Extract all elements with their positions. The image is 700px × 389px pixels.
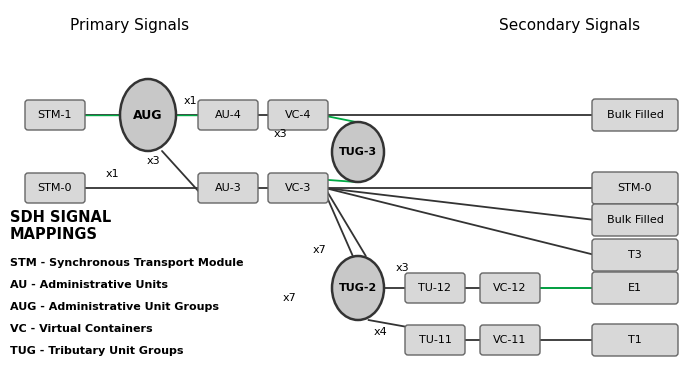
FancyBboxPatch shape <box>592 324 678 356</box>
FancyBboxPatch shape <box>25 100 85 130</box>
Text: VC-3: VC-3 <box>285 183 312 193</box>
FancyBboxPatch shape <box>198 100 258 130</box>
FancyBboxPatch shape <box>405 325 465 355</box>
FancyBboxPatch shape <box>592 239 678 271</box>
FancyBboxPatch shape <box>198 173 258 203</box>
Text: E1: E1 <box>628 283 642 293</box>
FancyBboxPatch shape <box>480 273 540 303</box>
Text: T3: T3 <box>628 250 642 260</box>
Text: Bulk Filled: Bulk Filled <box>607 110 664 120</box>
Ellipse shape <box>332 256 384 320</box>
Text: Primary Signals: Primary Signals <box>71 18 190 33</box>
Text: STM-0: STM-0 <box>617 183 652 193</box>
Text: x7: x7 <box>283 293 297 303</box>
Text: AU-3: AU-3 <box>215 183 242 193</box>
FancyBboxPatch shape <box>592 99 678 131</box>
Text: AUG - Administrative Unit Groups: AUG - Administrative Unit Groups <box>10 302 219 312</box>
Text: x3: x3 <box>395 263 409 273</box>
Text: AU - Administrative Units: AU - Administrative Units <box>10 280 168 290</box>
Text: x7: x7 <box>313 245 327 255</box>
Ellipse shape <box>332 122 384 182</box>
Text: AU-4: AU-4 <box>215 110 242 120</box>
Text: x3: x3 <box>147 156 160 166</box>
FancyBboxPatch shape <box>480 325 540 355</box>
Text: STM-1: STM-1 <box>38 110 72 120</box>
Ellipse shape <box>120 79 176 151</box>
FancyBboxPatch shape <box>268 173 328 203</box>
Text: TUG - Tributary Unit Groups: TUG - Tributary Unit Groups <box>10 346 183 356</box>
Text: x1: x1 <box>105 169 119 179</box>
Text: Bulk Filled: Bulk Filled <box>607 215 664 225</box>
Text: TUG-3: TUG-3 <box>339 147 377 157</box>
FancyBboxPatch shape <box>405 273 465 303</box>
Text: VC - Virtual Containers: VC - Virtual Containers <box>10 324 153 334</box>
Text: x3: x3 <box>273 129 287 139</box>
Text: Secondary Signals: Secondary Signals <box>499 18 640 33</box>
Text: AUG: AUG <box>133 109 162 121</box>
Text: T1: T1 <box>628 335 642 345</box>
FancyBboxPatch shape <box>592 204 678 236</box>
Text: STM - Synchronous Transport Module: STM - Synchronous Transport Module <box>10 258 244 268</box>
Text: VC-4: VC-4 <box>285 110 312 120</box>
Text: TU-12: TU-12 <box>419 283 452 293</box>
Text: x4: x4 <box>374 327 388 337</box>
Text: x1: x1 <box>183 96 197 106</box>
Text: STM-0: STM-0 <box>38 183 72 193</box>
FancyBboxPatch shape <box>592 172 678 204</box>
FancyBboxPatch shape <box>592 272 678 304</box>
FancyBboxPatch shape <box>25 173 85 203</box>
Text: TU-11: TU-11 <box>419 335 452 345</box>
Text: VC-12: VC-12 <box>494 283 526 293</box>
Text: SDH SIGNAL
MAPPINGS: SDH SIGNAL MAPPINGS <box>10 210 111 242</box>
Text: TUG-2: TUG-2 <box>339 283 377 293</box>
FancyBboxPatch shape <box>268 100 328 130</box>
Text: VC-11: VC-11 <box>494 335 526 345</box>
